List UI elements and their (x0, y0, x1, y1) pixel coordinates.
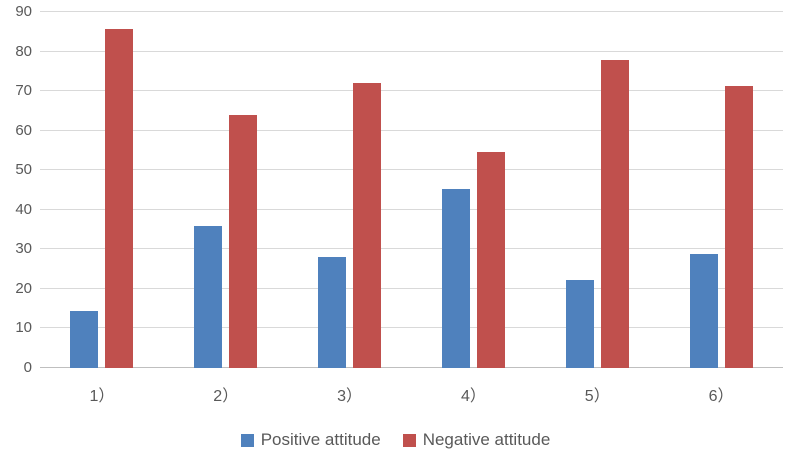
y-axis-tick-label: 30 (15, 240, 32, 258)
gridline (40, 90, 783, 92)
gridline (40, 11, 783, 12)
legend-swatch-icon (402, 433, 416, 447)
bar-positive-attitude-5 (565, 280, 594, 368)
legend: Positive attitude Negative attitude (0, 430, 791, 450)
bar-positive-attitude-4 (441, 188, 470, 368)
y-axis-tick-label: 20 (15, 279, 32, 297)
gridline (40, 287, 783, 289)
x-axis-category-label: 5） (584, 388, 610, 405)
x-axis-line (40, 367, 783, 368)
y-axis: 0 10 20 30 40 50 60 70 80 90 (0, 4, 32, 376)
y-axis-tick-label: 80 (15, 42, 32, 60)
gridline (40, 50, 783, 52)
legend-item-positive-attitude: Positive attitude (240, 430, 381, 450)
x-axis: 1） 2） 3） 4） 5） 6） (40, 382, 783, 406)
plot-area (40, 11, 783, 368)
y-axis-tick-label: 90 (15, 3, 32, 20)
x-axis-category-label: 2） (213, 388, 239, 405)
x-axis-category-label: 6） (708, 388, 734, 405)
bar-positive-attitude-3 (318, 257, 347, 368)
gridline (40, 327, 783, 329)
gridline (40, 248, 783, 250)
legend-label: Positive attitude (260, 430, 381, 449)
bar-negative-attitude-4 (476, 151, 505, 368)
bar-negative-attitude-6 (724, 85, 753, 368)
bar-positive-attitude-2 (194, 225, 223, 368)
bar-negative-attitude-2 (229, 114, 258, 368)
bar-positive-attitude-1 (70, 311, 99, 368)
y-axis-tick-label: 50 (15, 161, 32, 179)
gridline (40, 129, 783, 131)
x-axis-category-label: 4） (460, 388, 486, 405)
bar-negative-attitude-5 (600, 60, 629, 368)
bar-negative-attitude-3 (353, 83, 382, 368)
y-axis-tick-label: 0 (23, 359, 32, 376)
legend-swatch-icon (240, 433, 254, 447)
legend-label: Negative attitude (422, 430, 551, 449)
gridline (40, 208, 783, 210)
bar-negative-attitude-1 (105, 29, 134, 368)
y-axis-tick-label: 70 (15, 82, 32, 100)
bar-positive-attitude-6 (689, 254, 718, 368)
y-axis-tick-label: 40 (15, 200, 32, 218)
x-axis-category-label: 1） (89, 388, 115, 405)
gridline (40, 169, 783, 171)
legend-item-negative-attitude: Negative attitude (402, 430, 551, 450)
x-axis-category-label: 3） (337, 388, 363, 405)
y-axis-tick-label: 60 (15, 121, 32, 139)
y-axis-tick-label: 10 (15, 319, 32, 337)
